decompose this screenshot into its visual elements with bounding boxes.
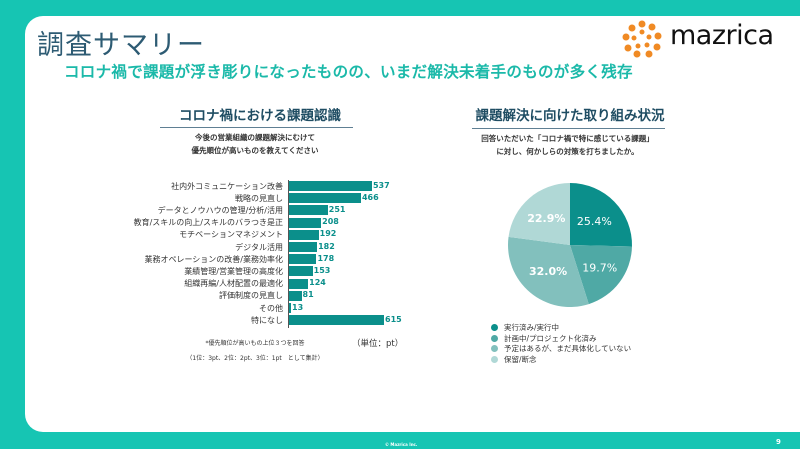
left-section-desc-1: 今後の営業組織の課題解決にむけて bbox=[195, 133, 315, 142]
bar-value-label: 192 bbox=[319, 229, 337, 239]
pie-slice bbox=[508, 183, 570, 245]
right-section-desc-1: 回答いただいた「コロナ禍で特に感じている課題」 bbox=[481, 134, 654, 143]
bar-axis bbox=[288, 180, 289, 328]
legend-label: 実行済み/実行中 bbox=[504, 323, 560, 332]
bar bbox=[289, 266, 313, 277]
bar-label: 教育/スキルの向上/スキルのバラつき是正 bbox=[133, 218, 283, 228]
bar-label: データとノウハウの管理/分析/活用 bbox=[157, 205, 283, 215]
bar-value-label: 466 bbox=[361, 192, 379, 202]
bar-label: 評価制度の見直し bbox=[219, 291, 283, 301]
left-section-desc-2: 優先順位が高いものを教えてください bbox=[191, 146, 319, 155]
bar-label: 組織再編/人材配置の最適化 bbox=[184, 279, 283, 289]
right-section-title: 課題解決に向けた取り組み状況 bbox=[475, 108, 665, 124]
bar-label: モチベーションマネジメント bbox=[179, 230, 283, 240]
bar bbox=[289, 205, 328, 216]
mazrica-logo-icon bbox=[622, 20, 662, 58]
legend-label: 予定はあるが、まだ具体化していない bbox=[504, 344, 632, 353]
bar bbox=[289, 229, 319, 240]
legend-dot-icon bbox=[491, 334, 498, 342]
bar bbox=[289, 193, 361, 204]
legend-dot-icon bbox=[491, 324, 498, 331]
bar-value-label: 251 bbox=[328, 204, 346, 214]
bar bbox=[289, 242, 318, 252]
bar-label: 業務オペレーションの改善/業務効率化 bbox=[144, 254, 283, 264]
right-section-desc-2: に対し、何かしらの対策を打ちましたか。 bbox=[496, 147, 639, 156]
bar-value-label: 537 bbox=[372, 180, 390, 190]
bar-value-label: 178 bbox=[317, 253, 335, 263]
legend-item: 実行済み/実行中 bbox=[491, 322, 559, 333]
page-title: 調査サマリー bbox=[37, 30, 205, 61]
footer-copyright: © Mazrica Inc. bbox=[385, 442, 418, 447]
bar-label: デジタル活用 bbox=[235, 242, 283, 252]
unit-label: （単位：pt） bbox=[352, 339, 404, 349]
bar-label: 社内外コミュニケーション改善 bbox=[171, 181, 283, 191]
pie-value-label: 22.9% bbox=[527, 212, 565, 225]
legend-item: 保留/断念 bbox=[491, 354, 537, 365]
bar-value-label: 153 bbox=[313, 265, 331, 275]
pie-slice bbox=[570, 183, 632, 247]
bar-value-label: 182 bbox=[318, 241, 335, 251]
pie-chart: 25.4% 19.7% 32.0% 22.9% bbox=[508, 183, 632, 307]
pie-value-label: 32.0% bbox=[529, 265, 567, 278]
bar-value-label: 124 bbox=[309, 278, 326, 288]
legend-item: 予定はあるが、まだ具体化していない bbox=[491, 343, 631, 354]
bar-value-label: 615 bbox=[385, 314, 402, 324]
pie-slice bbox=[570, 245, 632, 305]
pie-slice bbox=[508, 236, 589, 307]
page-subtitle: コロナ禍で課題が浮き彫りになったものの、いまだ解決未着手のものが多く残存 bbox=[64, 63, 633, 81]
bar-label: 業績管理/営業管理の高度化 bbox=[184, 266, 283, 276]
bar bbox=[289, 278, 309, 289]
bar-value-label: 208 bbox=[322, 217, 339, 227]
bar-value-label: 81 bbox=[302, 290, 314, 300]
left-section-rule bbox=[160, 127, 353, 128]
legend-item: 計画中/プロジェクト化済み bbox=[491, 333, 597, 344]
bar bbox=[289, 181, 372, 191]
note-line-1: *優先順位が高いもの上位３つを回答 bbox=[205, 340, 305, 347]
pie-value-label: 25.4% bbox=[577, 215, 612, 228]
bar-label: その他 bbox=[259, 303, 283, 313]
bar-value-label: 13 bbox=[292, 302, 304, 312]
legend-label: 計画中/プロジェクト化済み bbox=[504, 333, 597, 343]
bar-label: 特になし bbox=[251, 315, 283, 325]
page-number: 9 bbox=[776, 438, 781, 446]
legend-label: 保留/断念 bbox=[504, 354, 537, 364]
legend-dot-icon bbox=[491, 345, 498, 352]
bar bbox=[289, 290, 302, 301]
legend-dot-icon bbox=[491, 355, 498, 363]
bar bbox=[289, 254, 317, 265]
right-section-rule bbox=[472, 128, 665, 129]
pie-value-label: 19.7% bbox=[582, 261, 617, 274]
slide-card bbox=[25, 16, 800, 432]
bar-label: 戦略の見直し bbox=[235, 193, 283, 203]
left-section-title: コロナ禍における課題認識 bbox=[179, 108, 341, 124]
bar bbox=[289, 303, 291, 313]
bar bbox=[289, 217, 322, 228]
bar bbox=[289, 315, 384, 326]
logo-text: mazrica bbox=[670, 20, 774, 51]
note-line-2: （1位：3pt、2位：2pt、3位：1pt として集計） bbox=[186, 355, 324, 362]
